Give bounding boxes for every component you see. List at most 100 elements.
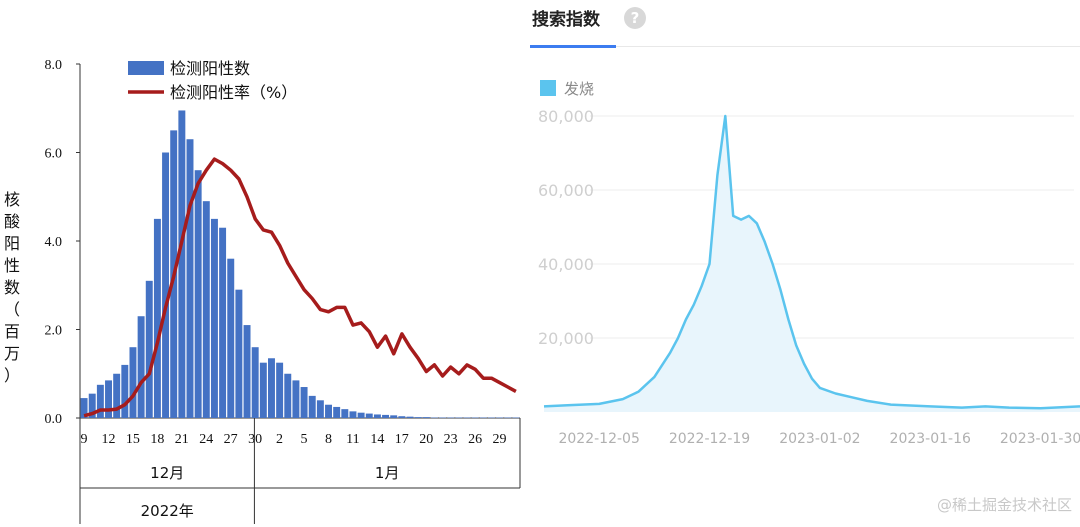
x-tick-label: 27: [224, 432, 238, 447]
y-axis-label-char: 阳: [4, 234, 20, 253]
positive-count-bar: [496, 417, 504, 419]
positive-count-bar: [382, 414, 390, 418]
watermark: @稀土掘金技术社区: [936, 496, 1072, 514]
search-index-title: 搜索指数: [532, 10, 600, 30]
x-tick-label: 21: [175, 432, 189, 447]
positive-count-bar: [373, 414, 381, 418]
positive-count-bar: [88, 393, 96, 418]
positive-count-bar: [398, 416, 406, 418]
positive-count-bar: [504, 417, 512, 419]
positive-count-bar: [406, 416, 414, 418]
positive-count-bar: [422, 417, 430, 418]
y-axis-label-char: 核: [4, 190, 20, 209]
positive-count-bar: [333, 406, 341, 418]
y-tick-label: 80,000: [538, 107, 594, 126]
x-tick-label: 17: [395, 432, 409, 447]
positive-count-bar: [153, 218, 161, 418]
positive-count-bar: [512, 417, 520, 419]
positive-count-bar: [308, 395, 316, 418]
positive-count-bar: [96, 384, 104, 418]
legend-line-label: 检测阳性率（%）: [170, 83, 297, 102]
x-tick-label: 23: [444, 432, 458, 447]
legend-label: 发烧: [564, 80, 594, 98]
y-tick-label: 4.0: [45, 235, 63, 250]
month-label: 1月: [375, 464, 400, 482]
y-axis-label-char: 数: [4, 278, 20, 297]
positive-count-bar: [194, 170, 202, 418]
positive-count-bar: [365, 413, 373, 418]
year-label: 2022年: [141, 502, 194, 520]
positive-count-bar: [145, 280, 153, 418]
x-tick-label: 11: [346, 432, 359, 447]
legend-bar-swatch: [128, 61, 164, 75]
x-tick-label: 12: [101, 432, 115, 447]
positive-rate-line: [83, 157, 517, 418]
x-tick-label: 26: [468, 432, 482, 447]
y-axis-label-char: 性: [4, 256, 20, 275]
positive-count-bar: [455, 417, 463, 419]
legend-swatch: [540, 80, 556, 96]
month-label: 12月: [150, 464, 184, 482]
y-axis-label-char: 百: [4, 322, 20, 341]
y-tick-label: 20,000: [538, 329, 594, 348]
positive-count-bar: [390, 415, 398, 418]
y-tick-label: 6.0: [45, 147, 63, 162]
positive-count-bar: [268, 358, 275, 418]
x-tick-label: 29: [493, 432, 507, 447]
x-tick-label: 2023-01-02: [779, 431, 860, 447]
fever-line: [543, 114, 1080, 410]
question-icon[interactable]: ?: [624, 7, 646, 29]
positive-count-bar: [219, 227, 227, 418]
positive-count-bar: [162, 152, 170, 418]
y-axis-label-char: ）: [4, 366, 20, 385]
x-tick-label: 8: [325, 432, 332, 447]
positive-count-bar: [276, 362, 284, 418]
x-tick-label: 18: [150, 432, 164, 447]
positive-count-bar: [341, 409, 349, 418]
positive-count-bar: [80, 398, 88, 418]
positive-count-bar: [113, 373, 121, 418]
positive-count-bar: [292, 380, 300, 418]
positive-count-bar: [479, 417, 487, 419]
y-tick-label: 2.0: [45, 324, 63, 339]
positive-count-bar: [357, 412, 365, 418]
positive-count-bar: [243, 325, 251, 418]
positive-count-bar: [439, 417, 447, 419]
tab-divider: [616, 46, 1080, 47]
positive-count-bar: [137, 316, 145, 418]
x-tick-label: 14: [370, 432, 384, 447]
x-tick-label: 2: [276, 432, 283, 447]
positive-count-bar: [284, 373, 292, 418]
search-index-panel: 20,000 40,000 60,000 80,000 2022-12-05 2022-1…: [530, 0, 1080, 527]
x-tick-label: 24: [199, 432, 213, 447]
x-tick-label: 2022-12-19: [669, 431, 750, 447]
positive-count-bar: [430, 417, 438, 419]
positive-count-bar: [447, 417, 455, 419]
positive-count-bar: [202, 201, 210, 418]
y-tick-label: 60,000: [538, 181, 594, 200]
positive-count-bar: [316, 400, 324, 418]
x-tick-label: 2022-12-05: [558, 431, 639, 447]
y-axis-label-char: 万: [4, 344, 20, 363]
y-axis-label-char: （: [4, 300, 20, 319]
x-tick-label: 20: [419, 432, 433, 447]
positive-count-bar: [186, 139, 194, 418]
positive-count-bar: [259, 362, 267, 418]
x-tick-label: 30: [248, 432, 262, 447]
fever-search-index-chart: 20,000 40,000 60,000 80,000 2022-12-05 2022-1…: [538, 80, 1080, 447]
x-tick-label: 5: [301, 432, 308, 447]
positive-count-bar: [325, 404, 332, 418]
y-tick-label: 8.0: [45, 58, 63, 73]
positive-count-bar: [463, 417, 471, 419]
positive-count-bar: [129, 347, 137, 418]
x-tick-label: 2023-01-16: [890, 431, 971, 447]
legend-bar-label: 检测阳性数: [170, 59, 250, 78]
positive-count-bar: [121, 364, 129, 418]
y-tick-label: 0.0: [45, 412, 63, 427]
active-tab-indicator: [530, 45, 616, 48]
positive-count-bar: [488, 417, 495, 419]
positive-count-bar: [210, 218, 218, 418]
x-tick-label: 2023-01-30: [1000, 431, 1080, 447]
positive-count-bar: [227, 258, 235, 418]
